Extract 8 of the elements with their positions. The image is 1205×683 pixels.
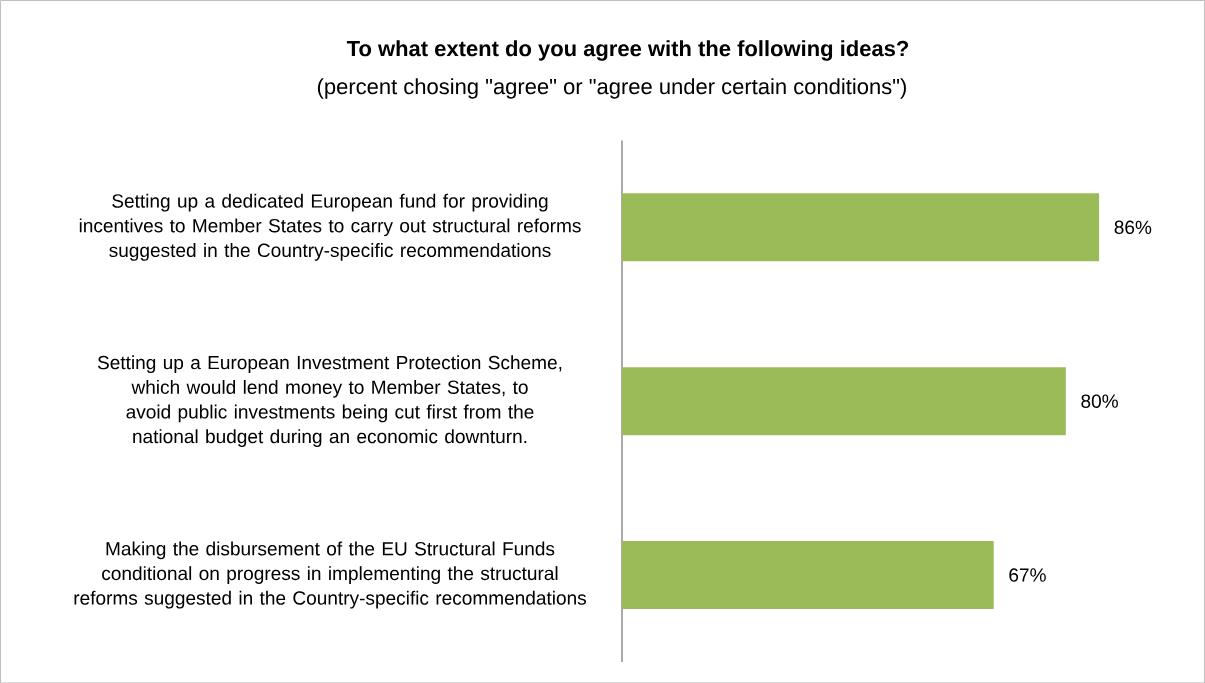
y-tick-label: Setting up a dedicated European fund for providing incentives to Member States to carry out structural reforms suggested in the Country-specific recommendations	[79, 193, 581, 261]
chart-title: To what extent do you agree with the following ideas?	[346, 39, 909, 61]
data-label: 86%	[1114, 220, 1152, 234]
y-tick-label: Setting up a European Investment Protection Scheme, which would lend money to Member States, to avoid public investments being cut first from the national budget during an economic downturn.	[97, 355, 562, 447]
data-label: 67%	[1009, 568, 1046, 582]
data-label: 80%	[1081, 394, 1118, 408]
y-tick-label: Making the disbursement of the EU Structural Funds conditional on progress in implementing the structural reforms suggested in the Country-specific recommendations	[74, 541, 587, 609]
chart-subtitle: (percent chosing "agree" or "agree under certain conditions")	[317, 77, 906, 99]
